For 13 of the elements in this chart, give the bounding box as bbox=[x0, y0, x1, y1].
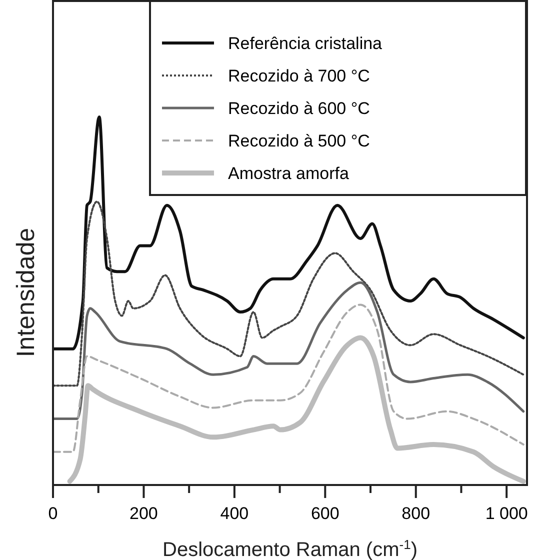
legend-label: Recozido à 500 °C bbox=[228, 132, 370, 150]
x-tick-label: 0 bbox=[48, 504, 58, 523]
x-tick-label: 600 bbox=[310, 504, 340, 523]
legend-label: Amostra amorfa bbox=[228, 164, 350, 183]
legend-label: Recozido à 600 °C bbox=[228, 99, 370, 118]
x-tick-label: 800 bbox=[402, 504, 430, 523]
x-tick-label: 400 bbox=[220, 504, 249, 523]
y-axis-title: Intensidade bbox=[12, 228, 40, 358]
x-tick-label: 200 bbox=[130, 504, 158, 523]
x-tick-label: 1 000 bbox=[485, 504, 528, 523]
legend-label: Recozido à 700 °C bbox=[228, 66, 370, 86]
x-axis-title: Deslocamento Raman (cm$^{-1}$) bbox=[162, 536, 418, 560]
legend-label: Referência cristalina bbox=[228, 34, 383, 53]
